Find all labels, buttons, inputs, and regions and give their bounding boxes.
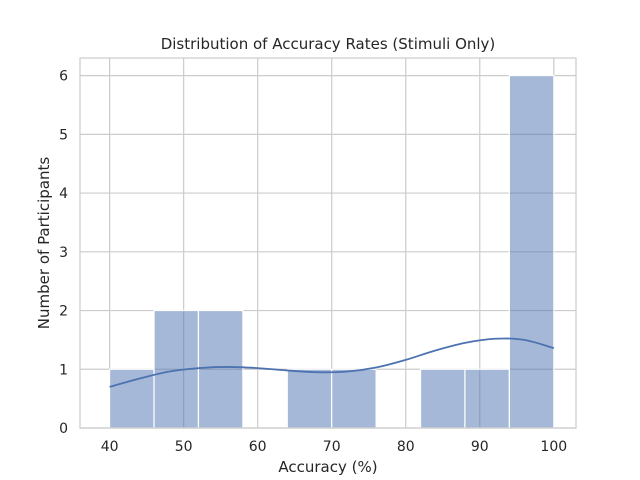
y-tick-label: 5 [59,127,68,143]
histogram-bar [464,368,510,429]
y-tick-label: 4 [59,186,68,202]
y-tick-label: 3 [59,245,68,261]
y-axis-label: Number of Participants [35,157,53,330]
y-tick-label: 1 [59,362,68,378]
y-tick-label: 6 [59,69,68,85]
x-axis-label: Accuracy (%) [278,458,377,476]
histogram-bar [419,368,466,429]
x-tick-label: 70 [323,439,341,455]
kde-curve [109,337,555,388]
histogram-bar [508,75,555,429]
y-tick-label: 0 [59,421,68,437]
y-tick-labels: 0 1 2 3 4 5 6 [59,69,68,437]
y-tick-label: 2 [59,304,68,320]
x-tick-label: 60 [249,439,267,455]
x-tick-label: 90 [471,439,489,455]
x-tick-labels: 40 50 60 70 80 90 100 [101,439,567,455]
x-tick-label: 100 [540,439,567,455]
histogram-bar [331,368,377,429]
plot-frame [79,57,577,429]
histogram-bar [109,368,155,429]
histogram-bar [197,309,244,429]
x-tick-label: 50 [175,439,193,455]
histogram-bar [286,368,333,429]
kde-curve-group [109,337,555,388]
chart-title: Distribution of Accuracy Rates (Stimuli … [161,35,496,53]
x-tick-label: 80 [397,439,415,455]
histogram-bars [109,75,555,429]
x-tick-label: 40 [101,439,119,455]
